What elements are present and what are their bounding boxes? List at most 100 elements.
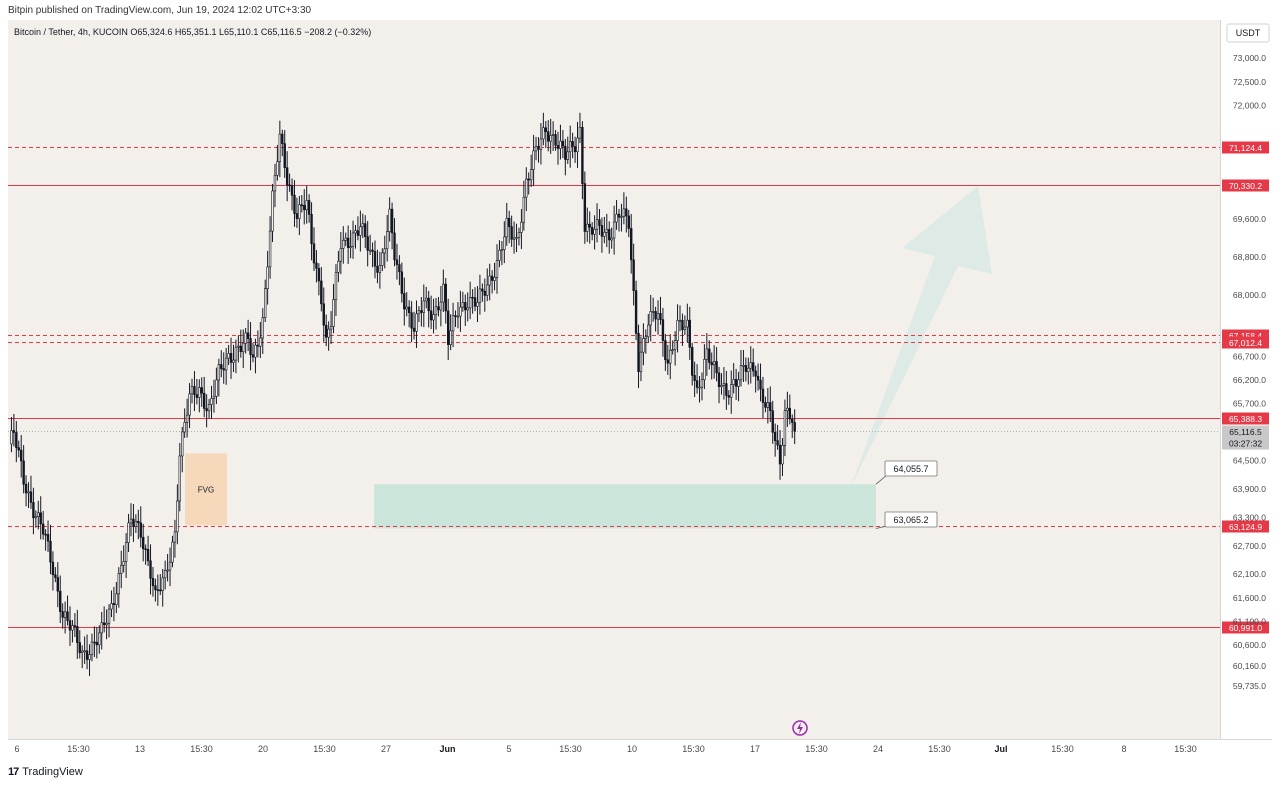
currency-button[interactable]: USDT xyxy=(1226,23,1270,43)
candle-body xyxy=(176,500,179,533)
y-tick-label: 59,735.0 xyxy=(1233,681,1266,691)
candle-body xyxy=(500,249,504,251)
x-tick-label: Jul xyxy=(994,744,1007,754)
candle-body xyxy=(349,246,352,248)
candle-body xyxy=(788,407,792,420)
candle-body xyxy=(34,516,38,519)
plot-area xyxy=(8,20,1220,739)
current-price-label-bg xyxy=(1222,425,1269,450)
candle-body xyxy=(359,226,362,236)
candle-body xyxy=(446,310,450,345)
candle-body xyxy=(781,445,784,465)
candle-body xyxy=(615,213,618,223)
candle-body xyxy=(507,217,511,227)
candle-body xyxy=(486,284,489,296)
candle-body xyxy=(281,133,284,144)
candle-body xyxy=(371,249,374,252)
candle-body xyxy=(639,351,643,372)
candle-body xyxy=(390,208,394,234)
candle-body xyxy=(259,337,262,347)
candle-body xyxy=(695,380,699,388)
candle-body xyxy=(310,214,313,245)
candle-body xyxy=(195,394,199,398)
candle-body xyxy=(276,161,279,176)
candle-body xyxy=(761,388,765,403)
candle-body xyxy=(266,266,269,289)
candle-body xyxy=(217,364,221,381)
candle-body xyxy=(676,319,679,341)
candle-body xyxy=(437,306,440,311)
candle-body xyxy=(181,431,184,457)
x-tick-label: 15:30 xyxy=(559,744,582,754)
candle-body xyxy=(320,280,323,305)
candle-body xyxy=(532,150,535,170)
candle-body xyxy=(417,310,421,315)
candle-body xyxy=(356,230,360,236)
publisher-header: Bitpin published on TradingView.com, Jun… xyxy=(8,5,312,16)
price-callout-box[interactable] xyxy=(884,511,938,528)
candle-body xyxy=(249,338,252,355)
candle-body xyxy=(583,183,587,232)
candle-body xyxy=(751,362,755,372)
x-tick-label: Jun xyxy=(439,744,455,754)
candle-body xyxy=(747,367,750,372)
candle-body xyxy=(146,548,150,562)
candle-body xyxy=(300,204,303,207)
candle-body xyxy=(427,297,430,312)
candle-body xyxy=(115,593,118,605)
price-callout-label: 64,055.7 xyxy=(893,464,928,474)
candle-body xyxy=(742,365,745,367)
candle-body xyxy=(498,249,501,261)
candle-body xyxy=(791,418,794,423)
candle-body xyxy=(634,290,638,334)
candle-body xyxy=(544,127,548,132)
candle-body xyxy=(395,259,399,265)
price-callout-box[interactable] xyxy=(884,460,938,477)
candle-body xyxy=(778,444,782,465)
candle-body xyxy=(278,133,282,162)
candle-body xyxy=(449,330,452,345)
candle-body xyxy=(671,349,674,352)
candle-body xyxy=(622,208,626,217)
candle-body xyxy=(254,344,257,358)
candle-body xyxy=(327,328,330,338)
candle-body xyxy=(603,232,606,237)
candle-body xyxy=(537,145,540,150)
y-tick-label: 66,700.0 xyxy=(1233,351,1266,361)
candle-body xyxy=(215,379,218,397)
candle-body xyxy=(515,237,518,239)
candle-body xyxy=(227,353,230,359)
candle-body xyxy=(173,531,177,543)
candle-body xyxy=(285,167,289,186)
candle-body xyxy=(581,126,584,184)
candle-body xyxy=(232,359,235,363)
candle-body xyxy=(332,299,335,327)
candle-body xyxy=(415,313,418,332)
candle-body xyxy=(268,230,272,268)
candle-body xyxy=(786,407,789,411)
candle-body xyxy=(61,611,64,618)
candle-body xyxy=(102,622,106,626)
candle-body xyxy=(93,641,96,644)
candle-body xyxy=(137,520,140,524)
candle-body xyxy=(168,561,172,571)
candle-body xyxy=(459,306,462,317)
candle-body xyxy=(193,386,196,395)
candle-body xyxy=(659,313,662,320)
tradingview-footer: 17 TradingView xyxy=(8,764,83,780)
candle-body xyxy=(654,311,657,320)
y-tick-label: 64,500.0 xyxy=(1233,456,1266,466)
candle-body xyxy=(224,357,228,371)
lightning-icon[interactable] xyxy=(792,720,808,736)
candle-body xyxy=(44,533,47,536)
candle-body xyxy=(683,326,687,331)
candle-body xyxy=(410,312,413,329)
candle-body xyxy=(517,232,521,238)
candle-body xyxy=(222,368,225,371)
candle-body xyxy=(17,447,20,451)
candle-body xyxy=(793,422,796,432)
candle-body xyxy=(10,430,13,445)
candle-body xyxy=(766,402,770,408)
candle-body xyxy=(678,319,682,322)
